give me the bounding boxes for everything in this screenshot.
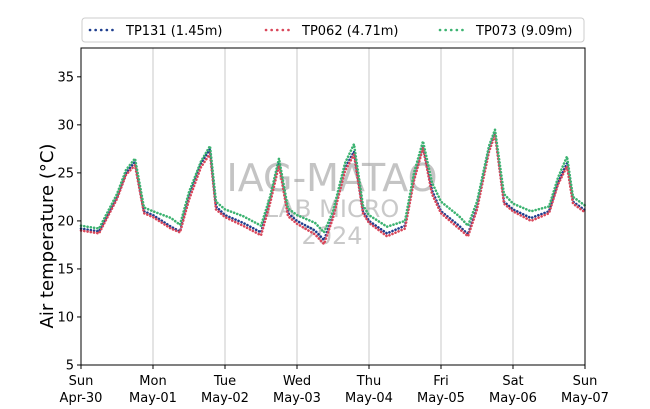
x-tick-label-day: Sun: [573, 374, 598, 389]
x-tick-label-date: May-07: [561, 391, 609, 406]
x-tick-label-date: May-04: [345, 391, 393, 406]
legend-label-1: TP131 (1.45m): [125, 24, 222, 39]
x-tick-label-date: May-03: [273, 391, 321, 406]
x-tick-label-date: May-01: [129, 391, 177, 406]
watermark-line-1: IAG-MATAO: [226, 156, 437, 200]
x-tick-label-day: Sat: [502, 374, 523, 389]
x-tick-label-day: Sun: [69, 374, 94, 389]
plot-frame: [80, 47, 586, 366]
legend: TP131 (1.45m) TP062 (4.71m) TP073 (9.09m): [81, 17, 585, 43]
x-tick-label-day: Mon: [139, 374, 166, 389]
x-tick-label-date: May-05: [417, 391, 465, 406]
x-tick-label-day: Fri: [433, 374, 449, 389]
y-tick-label: 30: [57, 118, 74, 133]
x-tick-label-day: Thu: [356, 374, 381, 389]
series-line-3: [79, 128, 587, 234]
x-tick-label-date: May-02: [201, 391, 249, 406]
watermark: IAG-MATAO LAB MICRO 2024: [226, 156, 437, 250]
y-tick-label: 10: [57, 310, 74, 325]
y-tick-label: 35: [57, 70, 74, 85]
y-tick-label: 20: [57, 214, 74, 229]
legend-label-2: TP062 (4.71m): [301, 24, 398, 39]
y-tick-label: 25: [57, 166, 74, 181]
y-tick-label: 5: [66, 359, 74, 374]
y-tick-label: 15: [57, 262, 74, 277]
series-group: [79, 128, 587, 246]
legend-label-3: TP073 (9.09m): [475, 24, 572, 39]
y-axis-label: Air temperature (°C): [37, 144, 58, 329]
legend-box: [81, 17, 585, 43]
x-tick-label-date: May-06: [489, 391, 537, 406]
x-tick-label-date: Apr-30: [60, 391, 103, 406]
y-axis: 5 10 15 20 25 30 35: [57, 70, 81, 374]
vertical-grid: [152, 48, 514, 365]
watermark-line-3: 2024: [301, 222, 362, 250]
x-tick-label-day: Tue: [213, 374, 236, 389]
x-tick-label-day: Wed: [283, 374, 311, 389]
x-axis: Sun Apr-30 Mon May-01 Tue May-02 Wed May-03 Thu M…: [60, 365, 609, 406]
